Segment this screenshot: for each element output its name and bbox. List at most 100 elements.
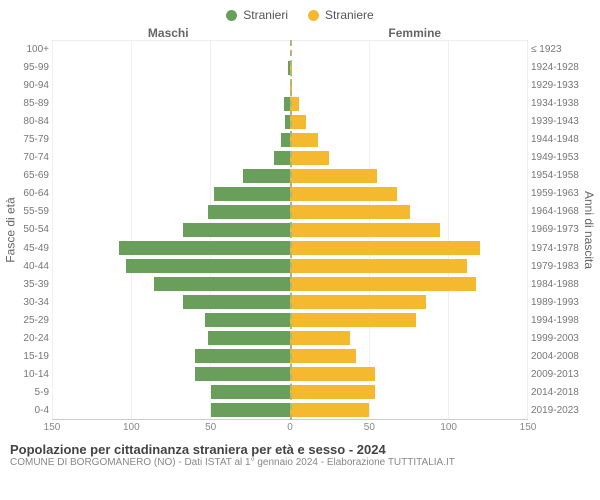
birth-year-labels: ≤ 19231924-19281929-19331934-19381939-19… [528, 40, 582, 420]
bar-row-male [53, 149, 290, 167]
age-label: 95-99 [18, 58, 49, 76]
bar-row-female [290, 77, 527, 95]
x-tick: 100 [440, 422, 457, 433]
bar-male [243, 169, 290, 183]
x-tick: 50 [364, 422, 375, 433]
bar-row-female [290, 311, 527, 329]
birth-label: 1984-1988 [531, 275, 582, 293]
age-label: 80-84 [18, 112, 49, 130]
legend: Stranieri Straniere [0, 0, 600, 26]
bar-row-female [290, 59, 527, 77]
legend-label-female: Straniere [325, 8, 374, 22]
bar-row-male [53, 239, 290, 257]
birth-label: 1974-1978 [531, 239, 582, 257]
bar-row-male [53, 275, 290, 293]
bar-male [211, 403, 290, 417]
bar-male [126, 259, 290, 273]
bar-row-female [290, 275, 527, 293]
y-axis-left-label: Fasce di età [4, 40, 18, 420]
age-label: 20-24 [18, 330, 49, 348]
bars-area [52, 40, 528, 420]
bar-row-female [290, 221, 527, 239]
bar-female [290, 169, 377, 183]
bar-male [281, 133, 290, 147]
birth-label: 1934-1938 [531, 94, 582, 112]
birth-label: 1929-1933 [531, 76, 582, 94]
header-male: Maschi [45, 26, 292, 40]
age-label: 90-94 [18, 76, 49, 94]
age-label: 35-39 [18, 275, 49, 293]
bar-row-male [53, 329, 290, 347]
x-tick: 150 [520, 422, 537, 433]
bar-male [119, 241, 290, 255]
legend-item-female: Straniere [308, 8, 374, 22]
bar-row-female [290, 239, 527, 257]
bar-female [290, 331, 350, 345]
bar-row-male [53, 293, 290, 311]
swatch-male [226, 10, 237, 21]
birth-label: 1949-1953 [531, 149, 582, 167]
age-label: 75-79 [18, 130, 49, 148]
bar-male [214, 187, 290, 201]
age-label: 15-19 [18, 348, 49, 366]
bar-row-male [53, 95, 290, 113]
column-headers: Maschi Femmine [0, 26, 600, 40]
age-label: 50-54 [18, 221, 49, 239]
age-label: 25-29 [18, 311, 49, 329]
birth-label: 1969-1973 [531, 221, 582, 239]
bar-row-female [290, 329, 527, 347]
birth-label: 1979-1983 [531, 257, 582, 275]
birth-label: 1959-1963 [531, 185, 582, 203]
age-labels: 100+95-9990-9485-8980-8475-7970-7465-696… [18, 40, 52, 420]
x-tick: 100 [123, 422, 140, 433]
bar-row-male [53, 221, 290, 239]
bar-row-female [290, 185, 527, 203]
bar-row-female [290, 203, 527, 221]
bar-male [211, 385, 290, 399]
bar-row-male [53, 113, 290, 131]
footer-title: Popolazione per cittadinanza straniera p… [10, 442, 590, 457]
bar-row-male [53, 347, 290, 365]
birth-label: 1939-1943 [531, 112, 582, 130]
bar-row-female [290, 131, 527, 149]
age-label: 5-9 [18, 384, 49, 402]
legend-label-male: Stranieri [243, 8, 288, 22]
x-axis-ticks: 15010050050100150 [52, 420, 528, 436]
bar-female [290, 349, 356, 363]
bar-male [195, 367, 290, 381]
bar-female [290, 223, 440, 237]
age-label: 85-89 [18, 94, 49, 112]
bar-female [290, 133, 318, 147]
birth-label: 1989-1993 [531, 293, 582, 311]
age-label: 45-49 [18, 239, 49, 257]
birth-label: 1924-1928 [531, 58, 582, 76]
x-axis: 15010050050100150 [0, 420, 600, 436]
bar-row-female [290, 167, 527, 185]
bar-male [183, 223, 290, 237]
chart-area: Fasce di età 100+95-9990-9485-8980-8475-… [0, 40, 600, 420]
bar-row-female [290, 365, 527, 383]
x-tick: 150 [44, 422, 61, 433]
bar-row-female [290, 401, 527, 419]
bar-row-male [53, 41, 290, 59]
age-label: 70-74 [18, 149, 49, 167]
bar-male [183, 295, 290, 309]
bar-male [208, 205, 290, 219]
swatch-female [308, 10, 319, 21]
y-axis-right-label: Anni di nascita [582, 40, 596, 420]
bar-male [205, 313, 290, 327]
bar-female [290, 295, 426, 309]
bar-row-female [290, 113, 527, 131]
bar-row-female [290, 95, 527, 113]
birth-label: 2004-2008 [531, 348, 582, 366]
bar-female [290, 205, 410, 219]
age-label: 40-44 [18, 257, 49, 275]
bar-row-female [290, 383, 527, 401]
birth-label: 2014-2018 [531, 384, 582, 402]
bar-row-female [290, 347, 527, 365]
age-label: 0-4 [18, 402, 49, 420]
legend-item-male: Stranieri [226, 8, 288, 22]
bar-female [290, 403, 369, 417]
bar-female [290, 259, 467, 273]
age-label: 55-59 [18, 203, 49, 221]
